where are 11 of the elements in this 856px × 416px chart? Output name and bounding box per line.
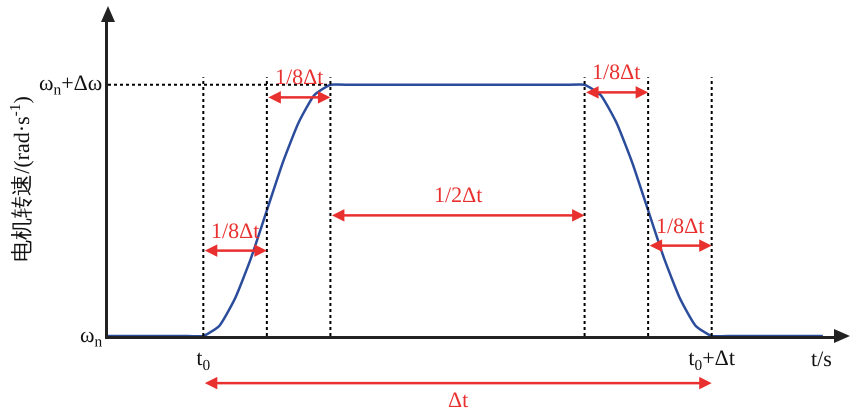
annotation: 1/2Δt	[434, 182, 482, 207]
text: 1/8Δt	[592, 59, 640, 84]
text: Δt	[448, 387, 468, 412]
annotation: 1/8Δt	[656, 213, 704, 238]
annotation: 1/8Δt	[275, 64, 324, 89]
x-axis-title: t/s	[811, 346, 832, 371]
x-tick-label: t$_{0}$+Δt	[688, 345, 735, 374]
text: ω$_{n}$	[80, 322, 102, 351]
x-tick-label: t$_{0}$	[196, 345, 211, 374]
annotation: 1/8Δt	[211, 218, 260, 243]
text: ω$_{n}$+Δω	[39, 70, 102, 99]
